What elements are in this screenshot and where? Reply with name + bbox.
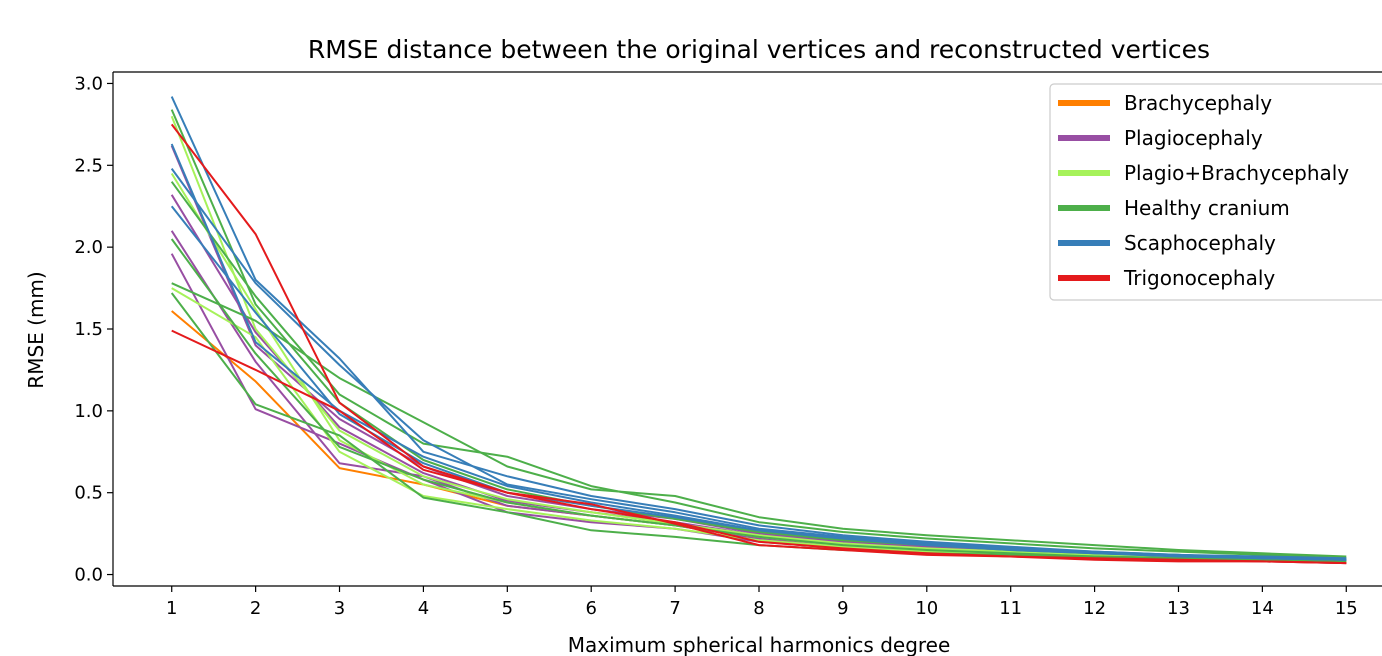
legend-box — [1049, 83, 1382, 301]
y-axis-ticks: 0.0 0.5 1.0 1.5 2.0 2.5 3.0 — [74, 73, 113, 586]
y-tick-label: 2.0 — [74, 237, 103, 258]
y-tick-label: 1.5 — [74, 319, 103, 340]
x-tick-label: 10 — [915, 598, 938, 619]
series-line — [170, 143, 1347, 561]
x-tick-label: 13 — [1167, 598, 1190, 619]
series-line — [170, 123, 1347, 565]
x-tick-label: 6 — [585, 598, 596, 619]
legend-label: Trigonocephaly — [1123, 266, 1275, 290]
x-tick-label: 8 — [753, 598, 764, 619]
legend-label: Scaphocephaly — [1124, 231, 1276, 255]
x-tick-label: 2 — [250, 598, 261, 619]
legend-label: Plagio+Brachycephaly — [1124, 161, 1349, 185]
legend-label: Brachycephaly — [1124, 91, 1272, 115]
y-tick-label: 1.0 — [74, 401, 103, 422]
y-axis-label: RMSE (mm) — [24, 271, 48, 388]
chart-title: RMSE distance between the original verti… — [308, 35, 1210, 64]
x-tick-label: 1 — [166, 598, 177, 619]
x-tick-label: 4 — [418, 598, 429, 619]
series-line — [171, 329, 1347, 565]
x-tick-label: 15 — [1335, 598, 1358, 619]
series-line — [170, 238, 1347, 563]
x-tick-label: 9 — [837, 598, 848, 619]
x-axis-label: Maximum spherical harmonics degree — [568, 633, 951, 656]
x-tick-label: 14 — [1251, 598, 1274, 619]
x-tick-label: 12 — [1083, 598, 1106, 619]
y-tick-label: 0.0 — [74, 565, 103, 586]
legend-label: Plagiocephaly — [1124, 126, 1263, 150]
series-line — [170, 181, 1347, 560]
legend-label: Healthy cranium — [1124, 196, 1290, 220]
x-axis-ticks: 1 2 3 4 5 6 7 8 9 10 11 12 13 14 15 — [166, 586, 1358, 619]
x-tick-label: 11 — [999, 598, 1022, 619]
legend: Brachycephaly Plagiocephaly Plagio+Brachyc… — [1049, 83, 1382, 301]
x-tick-label: 7 — [669, 598, 680, 619]
x-tick-label: 5 — [502, 598, 513, 619]
y-tick-label: 3.0 — [74, 73, 103, 94]
series-line — [171, 282, 1347, 558]
series-lines — [170, 96, 1347, 565]
y-tick-label: 0.5 — [74, 483, 103, 504]
y-tick-label: 2.5 — [74, 155, 103, 176]
series-line — [170, 292, 1347, 561]
x-tick-label: 3 — [334, 598, 345, 619]
